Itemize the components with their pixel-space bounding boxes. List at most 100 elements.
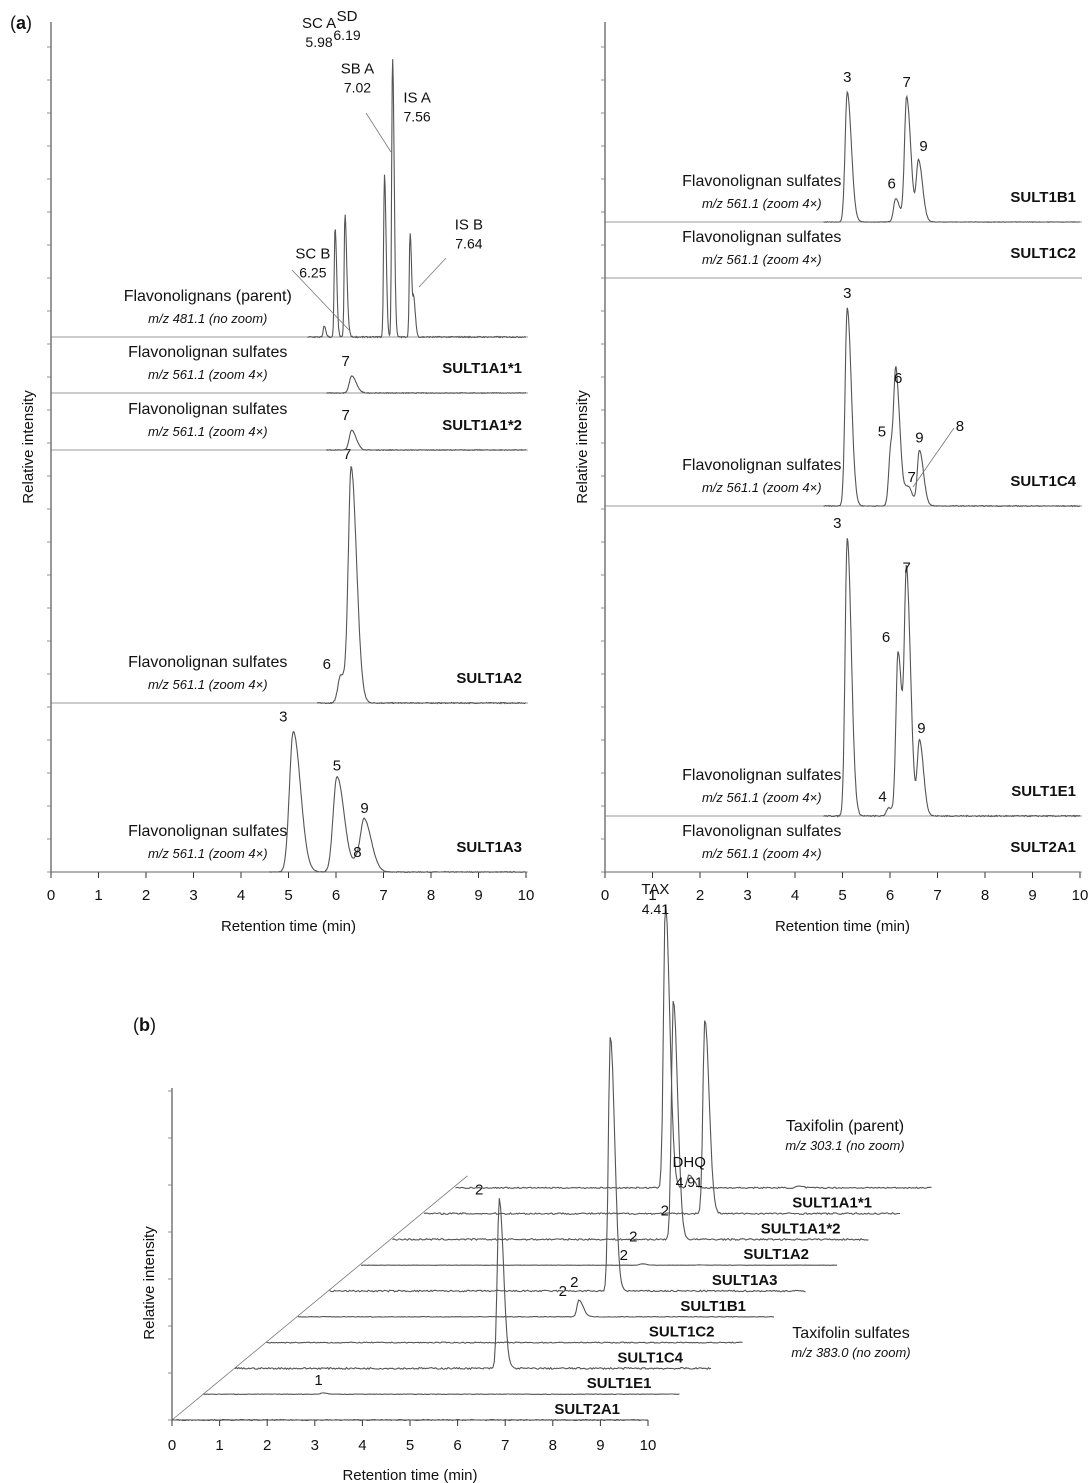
peak-label: 6 bbox=[323, 656, 331, 673]
x-tick-label: 5 bbox=[406, 1437, 414, 1454]
chromatogram-trace bbox=[823, 538, 1081, 818]
x-axis-label: Retention time (min) bbox=[342, 1467, 477, 1483]
peak-label: 7 bbox=[343, 446, 351, 463]
y-axis-label: Relative intensity bbox=[141, 1226, 158, 1340]
group-mz: m/z 383.0 (no zoom) bbox=[791, 1345, 910, 1360]
trace-name: SULT1C4 bbox=[617, 1349, 683, 1366]
trace-description: Flavonolignan sulfates bbox=[682, 173, 841, 190]
trace-description: Flavonolignan sulfates bbox=[128, 344, 287, 361]
peak-value: 4.41 bbox=[642, 901, 669, 917]
chromatogram-trace bbox=[234, 1198, 712, 1371]
chromatogram-trace bbox=[297, 1299, 774, 1318]
peak-label: 7 bbox=[342, 407, 350, 424]
trace-description: Flavonolignan sulfates bbox=[128, 654, 287, 671]
trace-mz: m/z 561.1 (zoom 4×) bbox=[702, 196, 822, 211]
trace-name: SULT1A1*1 bbox=[442, 360, 522, 377]
x-tick-label: 6 bbox=[332, 887, 340, 904]
trace-name: SULT1A1*1 bbox=[792, 1195, 872, 1212]
peak-label: 2 bbox=[620, 1247, 628, 1264]
peak-label: 5 bbox=[878, 424, 886, 441]
x-tick-label: 10 bbox=[518, 887, 535, 904]
trace-description: Flavonolignan sulfates bbox=[682, 767, 841, 784]
peak-label: SB A bbox=[341, 61, 374, 78]
x-tick-label: 7 bbox=[379, 887, 387, 904]
peak-label: 7 bbox=[342, 353, 350, 370]
x-tick-label: 9 bbox=[474, 887, 482, 904]
trace-name: SULT2A1 bbox=[1010, 839, 1076, 856]
trace-mz: m/z 561.1 (zoom 4×) bbox=[702, 790, 822, 805]
peak-value: 7.64 bbox=[455, 235, 482, 251]
trace-mz: m/z 561.1 (zoom 4×) bbox=[702, 480, 822, 495]
peak-label: SD bbox=[337, 8, 358, 25]
peak-label: 1 bbox=[314, 1372, 322, 1389]
peak-label: 6 bbox=[888, 176, 896, 193]
peak-label: 3 bbox=[279, 709, 287, 726]
peak-label: 2 bbox=[475, 1181, 483, 1198]
chromatogram-trace bbox=[423, 1020, 900, 1216]
x-tick-label: 0 bbox=[47, 887, 55, 904]
x-tick-label: 7 bbox=[501, 1437, 509, 1454]
peak-label: IS B bbox=[455, 216, 483, 233]
x-tick-label: 4 bbox=[791, 887, 799, 904]
chromatogram-trace bbox=[269, 731, 527, 874]
peak-label: 2 bbox=[661, 1202, 669, 1219]
trace-mz: m/z 481.1 (no zoom) bbox=[148, 311, 267, 326]
peak-value: 4.91 bbox=[676, 1174, 703, 1190]
peak-value: 7.56 bbox=[403, 108, 430, 124]
trace-description: Flavonolignan sulfates bbox=[682, 229, 841, 246]
trace-name: SULT2A1 bbox=[554, 1401, 620, 1418]
chromatogram-trace bbox=[203, 1392, 680, 1395]
x-tick-label: 3 bbox=[743, 887, 751, 904]
x-tick-label: 2 bbox=[142, 887, 150, 904]
trace-name: SULT1B1 bbox=[680, 1298, 746, 1315]
trace-name: SULT1B1 bbox=[1010, 189, 1076, 206]
peak-label: 3 bbox=[843, 285, 851, 302]
x-tick-label: 10 bbox=[640, 1437, 657, 1454]
trace-mz: m/z 561.1 (zoom 4×) bbox=[148, 424, 268, 439]
peak-label: 9 bbox=[919, 138, 927, 155]
trace-mz: m/z 561.1 (zoom 4×) bbox=[148, 846, 268, 861]
peak-label: 4 bbox=[878, 789, 886, 806]
trace-description: Flavonolignan sulfates bbox=[682, 457, 841, 474]
peak-value: 6.19 bbox=[333, 27, 360, 43]
trace-name: SULT1C2 bbox=[649, 1324, 715, 1341]
trace-name: SULT1A1*2 bbox=[761, 1220, 841, 1237]
trace-name: SULT1A2 bbox=[743, 1246, 809, 1263]
chromatogram-trace bbox=[392, 1000, 869, 1242]
peak-label: 7 bbox=[907, 469, 915, 486]
chromatogram-trace bbox=[171, 1418, 649, 1422]
x-tick-label: 0 bbox=[601, 887, 609, 904]
peak-label: TAX bbox=[641, 881, 669, 898]
x-tick-label: 3 bbox=[189, 887, 197, 904]
trace-name: SULT1E1 bbox=[1011, 783, 1076, 800]
peak-label: 5 bbox=[333, 758, 341, 775]
trace-mz: m/z 303.1 (no zoom) bbox=[785, 1138, 904, 1153]
trace-name: SULT1E1 bbox=[587, 1375, 652, 1392]
peak-label: 3 bbox=[843, 69, 851, 86]
x-tick-label: 9 bbox=[596, 1437, 604, 1454]
trace-description: Flavonolignan sulfates bbox=[128, 823, 287, 840]
x-axis-label: Retention time (min) bbox=[221, 918, 356, 935]
x-tick-label: 4 bbox=[358, 1437, 366, 1454]
peak-label: 9 bbox=[360, 800, 368, 817]
panel-label: (a) bbox=[10, 13, 32, 33]
x-tick-label: 2 bbox=[696, 887, 704, 904]
trace-name: SULT1A2 bbox=[456, 670, 522, 687]
peak-label: 6 bbox=[882, 629, 890, 646]
x-tick-label: 5 bbox=[284, 887, 292, 904]
x-axis-label: Retention time (min) bbox=[775, 918, 910, 935]
x-tick-label: 4 bbox=[237, 887, 245, 904]
leader-line bbox=[291, 269, 351, 332]
x-tick-label: 0 bbox=[168, 1437, 176, 1454]
x-tick-label: 8 bbox=[549, 1437, 557, 1454]
trace-mz: m/z 561.1 (zoom 4×) bbox=[148, 367, 268, 382]
x-tick-label: 1 bbox=[215, 1437, 223, 1454]
leader-line bbox=[418, 257, 447, 288]
peak-label: 8 bbox=[956, 418, 964, 435]
peak-value: 5.98 bbox=[305, 34, 332, 50]
peak-label: 9 bbox=[915, 430, 923, 447]
chromatogram-trace bbox=[329, 1037, 806, 1293]
chromatogram-trace bbox=[360, 1263, 837, 1266]
trace-name: SULT1C2 bbox=[1010, 245, 1076, 262]
